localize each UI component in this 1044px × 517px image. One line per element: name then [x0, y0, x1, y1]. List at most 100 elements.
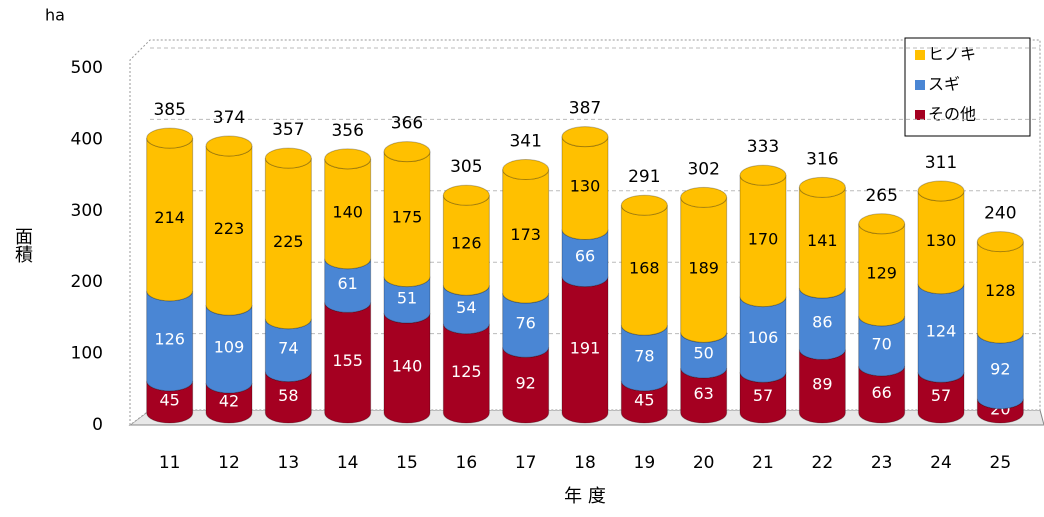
x-tick-label: 24 [930, 453, 952, 473]
value-label: 45 [159, 390, 179, 409]
x-tick-label: 14 [337, 453, 359, 473]
value-label: 191 [570, 338, 601, 357]
value-label: 61 [337, 274, 357, 293]
legend-swatch [915, 80, 925, 90]
x-tick-label: 11 [159, 453, 181, 473]
value-label: 74 [278, 339, 298, 358]
total-label: 305 [450, 157, 482, 177]
total-label: 356 [331, 121, 363, 141]
value-label: 140 [332, 202, 363, 221]
value-label: 92 [515, 374, 535, 393]
x-tick-label: 18 [574, 453, 596, 473]
bar-top [442, 184, 490, 206]
value-label: 42 [219, 392, 239, 411]
x-tick-label: 20 [693, 453, 715, 473]
value-label: 129 [866, 263, 897, 282]
bar-top [739, 164, 787, 186]
total-label: 366 [391, 114, 423, 134]
value-label: 51 [397, 288, 417, 307]
value-label: 125 [451, 362, 482, 381]
y-tick-label: 400 [71, 129, 103, 149]
total-label: 374 [213, 108, 245, 128]
value-label: 50 [693, 344, 713, 363]
x-axis-title: 年 度 [564, 486, 606, 507]
value-label: 63 [693, 384, 713, 403]
total-label: 357 [272, 120, 304, 140]
value-label: 109 [214, 338, 245, 357]
bar-top [976, 231, 1024, 253]
value-label: 155 [332, 351, 363, 370]
x-tick-label: 23 [871, 453, 893, 473]
x-tick-label: 21 [752, 453, 774, 473]
x-tick-label: 16 [456, 453, 478, 473]
legend-swatch [915, 110, 925, 120]
x-tick-label: 13 [278, 453, 300, 473]
bar-top [146, 127, 194, 149]
bar-top [917, 180, 965, 202]
y-tick-label: 200 [71, 272, 103, 292]
bar-top [502, 159, 550, 181]
value-label: 126 [451, 234, 482, 253]
bar-top [620, 194, 668, 216]
total-label: 316 [806, 149, 838, 169]
legend-label: ヒノキ [928, 45, 976, 64]
y-tick-label: 300 [71, 201, 103, 221]
value-label: 225 [273, 232, 304, 251]
x-tick-label: 19 [634, 453, 656, 473]
y-tick-label: 100 [71, 344, 103, 364]
total-label: 240 [984, 204, 1016, 224]
x-tick-label: 12 [218, 453, 240, 473]
x-tick-label: 25 [990, 453, 1012, 473]
x-tick-label: 15 [396, 453, 418, 473]
total-label: 291 [628, 167, 660, 187]
value-label: 173 [510, 225, 541, 244]
bar-top [798, 176, 846, 198]
bar-top [324, 148, 372, 170]
value-label: 66 [871, 383, 891, 402]
value-label: 86 [812, 312, 832, 331]
total-label: 387 [569, 99, 601, 119]
value-label: 175 [392, 208, 423, 227]
value-label: 70 [871, 334, 891, 353]
total-label: 265 [865, 186, 897, 206]
value-label: 168 [629, 259, 660, 278]
value-label: 92 [990, 359, 1010, 378]
value-label: 106 [748, 328, 779, 347]
bar-top [383, 141, 431, 163]
value-label: 89 [812, 375, 832, 394]
bar-top [264, 147, 312, 169]
y-tick-label: 0 [92, 415, 103, 435]
y-axis-title: 面積 [12, 227, 33, 263]
bar-top [561, 126, 609, 148]
value-label: 45 [634, 390, 654, 409]
value-label: 57 [753, 386, 773, 405]
bar-top [680, 186, 728, 208]
total-label: 333 [747, 137, 779, 157]
unit-label: ha [45, 6, 65, 25]
value-label: 223 [214, 219, 245, 238]
value-label: 189 [688, 258, 719, 277]
value-label: 78 [634, 347, 654, 366]
total-label: 341 [509, 132, 541, 152]
value-label: 128 [985, 281, 1016, 300]
value-label: 54 [456, 298, 476, 317]
value-label: 170 [748, 229, 779, 248]
value-label: 126 [154, 329, 185, 348]
x-tick-label: 17 [515, 453, 537, 473]
value-label: 66 [575, 247, 595, 266]
x-tick-label: 22 [812, 453, 834, 473]
value-label: 124 [926, 322, 957, 341]
legend-label: その他 [928, 105, 976, 124]
value-label: 140 [392, 357, 423, 376]
total-label: 385 [153, 100, 185, 120]
value-label: 76 [515, 314, 535, 333]
total-label: 302 [687, 159, 719, 179]
bar-top [858, 213, 906, 235]
legend-box [904, 37, 1031, 137]
value-label: 58 [278, 386, 298, 405]
total-label: 311 [925, 153, 957, 173]
legend-swatch [915, 50, 925, 60]
legend-label: スギ [928, 75, 960, 94]
